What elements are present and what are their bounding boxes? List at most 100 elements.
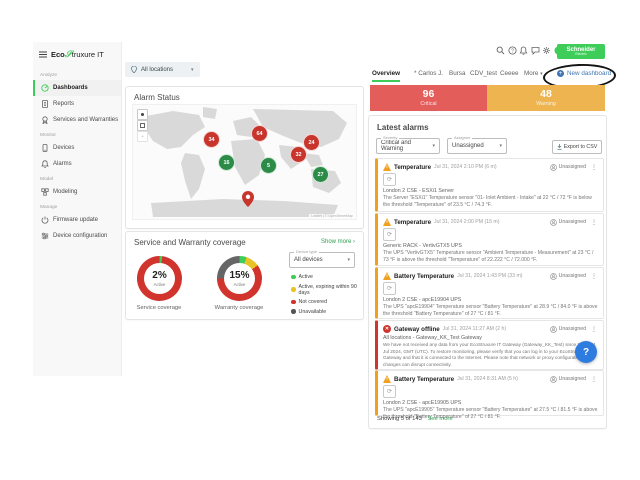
tab-bursa[interactable]: Bursa <box>449 70 466 77</box>
device-type-select[interactable]: Device type All devices ▾ <box>289 250 355 268</box>
sidebar-item-firmware-update[interactable]: Firmware update <box>33 212 121 228</box>
showing-count: Showing 5 of 143 <box>377 416 422 422</box>
coverage-show-more-link[interactable]: Show more › <box>320 239 355 245</box>
kebab-menu-icon[interactable]: ⋮ <box>591 376 597 383</box>
sidebar-item-modeling[interactable]: Modeling <box>33 184 121 200</box>
tab-ceeee[interactable]: Ceeee <box>500 70 519 77</box>
warranty-coverage-label: Warranty coverage <box>214 305 264 311</box>
reports-icon <box>41 100 49 108</box>
alarm-status-title: Alarm Status <box>134 93 180 102</box>
map-cluster-marker[interactable]: 64 <box>251 125 268 142</box>
device-type-icon: ⟳ <box>383 385 396 398</box>
service-coverage-donut: 2% Active <box>137 256 182 301</box>
alarm-row[interactable]: ! Battery Temperature Jul 31, 2024 8:31 … <box>375 370 604 420</box>
alarm-row[interactable]: ! Temperature Jul 31, 2024 2:10 PM (6 m)… <box>375 158 604 212</box>
dashboards-icon <box>41 84 49 92</box>
assignee-badge[interactable]: Unassigned <box>549 375 586 383</box>
alarm-row[interactable]: ✕ Gateway offline Jul 31, 2024 11:27 AM … <box>375 320 604 370</box>
assignee-badge[interactable]: Unassigned <box>549 272 586 280</box>
ecostruxure-swirl-icon: 𝒮 <box>64 49 72 59</box>
assignee-badge[interactable]: Unassigned <box>549 325 586 333</box>
location-pin-icon <box>131 66 137 73</box>
alarm-row[interactable]: ! Temperature Jul 31, 2024 2:00 PM (15 m… <box>375 213 604 266</box>
warning-summary-tile[interactable]: 48 Warning <box>487 85 605 111</box>
tab-overview[interactable]: Overview <box>372 70 401 82</box>
map-zoom-button[interactable]: + <box>137 131 148 142</box>
world-map[interactable]: + 34 64 24 32 16 5 27 Leaflet | © OpenSt… <box>132 104 357 220</box>
legend-dot-gray <box>291 309 296 314</box>
sidebar-item-dashboards[interactable]: Dashboards <box>33 80 121 96</box>
chevron-down-icon: ▾ <box>347 257 350 263</box>
search-icon[interactable] <box>496 46 505 55</box>
assignee-badge[interactable]: Unassigned <box>549 163 586 171</box>
alarm-status-card: Alarm Status + 34 64 <box>125 86 364 229</box>
sidebar: Eco𝒮truxure IT Analyze Dashboards Report… <box>33 42 122 376</box>
legend-dot-green <box>291 274 296 280</box>
kebab-menu-icon[interactable]: ⋮ <box>591 273 597 280</box>
coverage-legend: Active Active, expiring within 90 days N… <box>291 274 363 318</box>
download-icon <box>557 144 562 150</box>
person-icon <box>549 163 557 171</box>
person-icon <box>549 375 557 383</box>
schneider-electric-logo[interactable]: Schneider Electric <box>557 44 605 59</box>
map-cluster-marker[interactable]: 24 <box>303 134 320 151</box>
settings-gear-icon[interactable] <box>542 46 551 55</box>
feedback-icon[interactable] <box>531 46 540 55</box>
latest-alarms-panel: Latest alarms Severity Critical and Warn… <box>368 115 607 429</box>
sidebar-item-device-configuration[interactable]: Device configuration <box>33 228 121 244</box>
firmware-icon <box>41 216 49 224</box>
critical-circle-icon: ✕ <box>383 325 391 333</box>
chevron-down-icon: ▾ <box>432 143 435 149</box>
map-cluster-marker[interactable]: 16 <box>218 154 235 171</box>
map-cluster-marker[interactable]: 27 <box>312 166 329 183</box>
map-cluster-marker[interactable]: 5 <box>260 157 277 174</box>
map-locate-button[interactable] <box>137 109 148 120</box>
legend-dot-red <box>291 299 296 305</box>
kebab-menu-icon[interactable]: ⋮ <box>591 326 597 333</box>
tab-more[interactable]: More ▾ <box>524 70 543 77</box>
see-more-link[interactable]: See more <box>427 416 453 422</box>
svg-text:?: ? <box>511 48 514 54</box>
person-icon <box>549 218 557 226</box>
latest-alarms-title: Latest alarms <box>377 123 429 132</box>
sidebar-item-services-and-warranties[interactable]: Services and Warranties <box>33 112 121 128</box>
warranty-coverage-donut: 15% Active <box>217 256 262 301</box>
assignee-badge[interactable]: Unassigned <box>549 218 586 226</box>
sidebar-item-reports[interactable]: Reports <box>33 96 121 112</box>
help-fab[interactable]: ? <box>575 341 597 363</box>
alarms-footer: Showing 5 of 143 See more <box>377 416 453 422</box>
export-to-csv-button[interactable]: Export to CSV <box>552 140 602 154</box>
help-icon[interactable]: ? <box>508 46 517 55</box>
location-filter[interactable]: All locations ▾ <box>125 62 200 77</box>
sidebar-item-devices[interactable]: Devices <box>33 140 121 156</box>
person-icon <box>549 325 557 333</box>
alarm-row[interactable]: ! Battery Temperature Jul 31, 2024 1:43 … <box>375 267 604 319</box>
service-coverage-label: Service coverage <box>136 305 182 311</box>
services-icon <box>41 116 49 124</box>
assignee-filter-select[interactable]: Assignee Unassigned ▾ <box>447 136 507 154</box>
kebab-menu-icon[interactable]: ⋮ <box>591 164 597 171</box>
menu-icon[interactable] <box>39 51 47 58</box>
map-fullscreen-button[interactable] <box>137 120 148 131</box>
legend-item-expiring: Active, expiring within 90 days <box>291 284 363 296</box>
map-cluster-marker[interactable]: 34 <box>203 131 220 148</box>
sidebar-section-analyze: Analyze <box>40 73 58 78</box>
tab-cdv-test[interactable]: CDV_test <box>470 70 497 77</box>
map-pin-marker[interactable] <box>242 191 254 207</box>
map-cluster-marker[interactable]: 32 <box>290 146 307 163</box>
notifications-bell-icon[interactable] <box>519 46 528 55</box>
chevron-down-icon: ▾ <box>540 71 543 77</box>
kebab-menu-icon[interactable]: ⋮ <box>591 219 597 226</box>
sidebar-section-monitor: Monitor <box>40 133 56 138</box>
tab-carlos[interactable]: * Carlos J. <box>414 70 444 77</box>
new-dashboard-button[interactable]: + New dashboard <box>557 70 612 77</box>
person-icon <box>549 272 557 280</box>
legend-item-unavailable: Unavailable <box>291 309 363 315</box>
sidebar-item-alarms[interactable]: Alarms <box>33 156 121 172</box>
warning-triangle-icon: ! <box>383 272 391 280</box>
severity-filter-select[interactable]: Severity Critical and Warning ▾ <box>376 136 440 154</box>
device-type-icon: ⟳ <box>383 228 396 241</box>
critical-summary-tile[interactable]: 96 Critical <box>370 85 487 111</box>
legend-dot-yellow <box>291 287 296 292</box>
